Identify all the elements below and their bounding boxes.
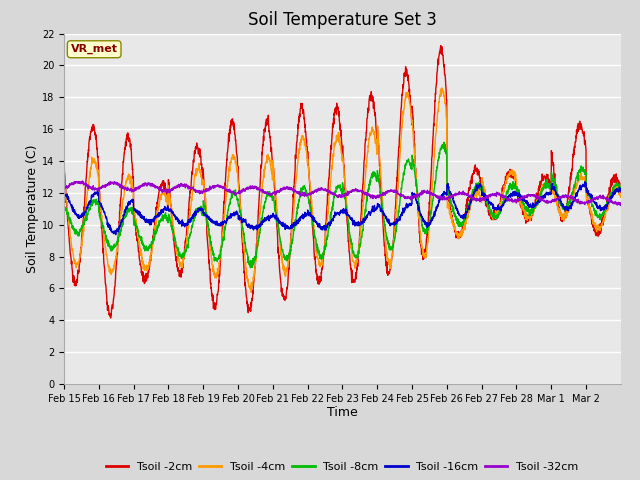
Tsoil -16cm [609, 192, 617, 197]
Tsoil -32cm [609, 200, 617, 206]
Line: Tsoil -8cm: Tsoil -8cm [64, 142, 621, 268]
Tsoil -4cm [247, 289, 255, 295]
Line: Tsoil -2cm: Tsoil -2cm [64, 46, 621, 318]
Tsoil -2cm [60, 166, 68, 171]
Tsoil -8cm [116, 231, 124, 237]
Tsoil -8cm [511, 181, 518, 187]
Tsoil -32cm [617, 203, 625, 208]
Tsoil -16cm [581, 179, 589, 184]
Tsoil -16cm [116, 222, 124, 228]
Text: VR_met: VR_met [70, 44, 118, 54]
Tsoil -4cm [609, 190, 617, 195]
Tsoil -8cm [542, 185, 550, 191]
Tsoil -32cm [60, 185, 68, 191]
Tsoil -32cm [116, 182, 124, 188]
Legend: Tsoil -2cm, Tsoil -4cm, Tsoil -8cm, Tsoil -16cm, Tsoil -32cm: Tsoil -2cm, Tsoil -4cm, Tsoil -8cm, Tsoi… [102, 457, 583, 477]
Tsoil -2cm [617, 190, 625, 195]
Tsoil -16cm [236, 216, 244, 222]
Tsoil -32cm [236, 188, 244, 194]
Tsoil -4cm [116, 228, 124, 233]
Line: Tsoil -32cm: Tsoil -32cm [64, 181, 621, 205]
Tsoil -4cm [60, 175, 68, 181]
Tsoil -16cm [112, 232, 120, 238]
Tsoil -4cm [376, 160, 384, 166]
Tsoil -8cm [609, 184, 617, 190]
Line: Tsoil -4cm: Tsoil -4cm [64, 88, 621, 292]
Tsoil -4cm [542, 181, 550, 187]
Tsoil -8cm [60, 201, 68, 206]
Tsoil -4cm [617, 194, 625, 200]
Tsoil -2cm [511, 177, 518, 182]
Tsoil -8cm [440, 139, 448, 145]
Tsoil -2cm [437, 43, 445, 48]
Tsoil -32cm [542, 199, 550, 204]
Tsoil -2cm [376, 171, 384, 177]
Tsoil -16cm [542, 191, 550, 196]
Y-axis label: Soil Temperature (C): Soil Temperature (C) [26, 144, 39, 273]
Tsoil -8cm [376, 186, 384, 192]
Tsoil -4cm [236, 197, 244, 203]
Tsoil -4cm [438, 85, 445, 91]
Tsoil -2cm [236, 199, 244, 204]
Tsoil -2cm [542, 179, 550, 185]
Tsoil -16cm [376, 204, 384, 209]
Tsoil -8cm [246, 265, 254, 271]
Tsoil -8cm [617, 185, 625, 191]
Tsoil -2cm [609, 174, 617, 180]
Tsoil -32cm [510, 199, 518, 205]
Tsoil -4cm [511, 168, 518, 174]
Tsoil -2cm [116, 210, 124, 216]
Tsoil -8cm [236, 207, 244, 213]
Tsoil -32cm [78, 178, 86, 184]
Tsoil -16cm [510, 193, 518, 199]
Line: Tsoil -16cm: Tsoil -16cm [64, 181, 621, 235]
Title: Soil Temperature Set 3: Soil Temperature Set 3 [248, 11, 437, 29]
Tsoil -16cm [60, 190, 68, 195]
Tsoil -2cm [107, 315, 115, 321]
Tsoil -32cm [376, 192, 384, 198]
Tsoil -16cm [617, 187, 625, 193]
X-axis label: Time: Time [327, 407, 358, 420]
